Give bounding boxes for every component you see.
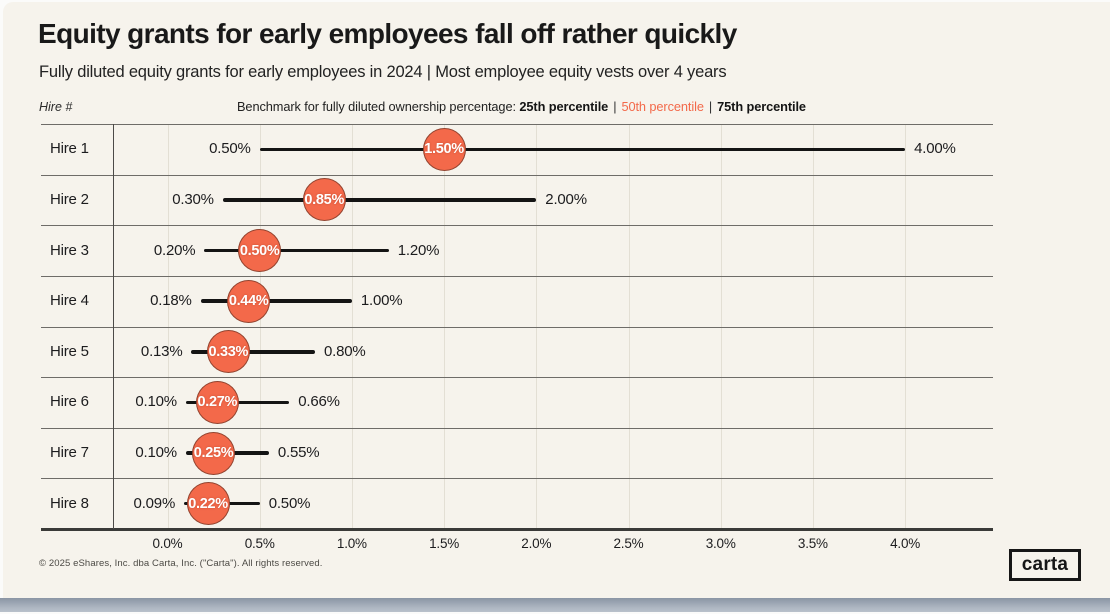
row-separator-line xyxy=(41,326,993,328)
hire-label: Hire 5 xyxy=(50,342,89,360)
row-separator-line xyxy=(41,478,993,480)
page-subtitle: Fully diluted equity grants for early em… xyxy=(39,63,727,81)
benchmark-legend: Benchmark for fully diluted ownership pe… xyxy=(237,99,806,114)
hire-label: Hire 8 xyxy=(50,494,89,512)
bottom-shadow-bar xyxy=(0,598,1110,612)
row-separator-line xyxy=(41,377,993,379)
median-bubble: 0.27% xyxy=(195,380,239,424)
p25-value-label: 0.10% xyxy=(135,393,177,411)
hire-label: Hire 4 xyxy=(50,292,89,310)
x-axis-line xyxy=(41,528,993,531)
p25-value-label: 0.50% xyxy=(209,140,251,158)
benchmark-separator-1: | xyxy=(613,99,617,114)
median-bubble: 1.50% xyxy=(422,127,466,171)
p25-value-label: 0.30% xyxy=(172,190,214,208)
benchmark-separator-2: | xyxy=(708,99,713,114)
x-tick-label: 2.5% xyxy=(613,536,644,551)
p75-value-label: 4.00% xyxy=(914,140,956,158)
hire-label: Hire 3 xyxy=(50,241,89,259)
label-column-separator xyxy=(113,124,114,529)
percentile-range-line xyxy=(222,198,537,202)
percentile-range-line xyxy=(200,299,352,303)
row-separator-line xyxy=(41,427,993,429)
p75-value-label: 0.50% xyxy=(268,494,311,512)
hire-label: Hire 7 xyxy=(50,444,89,462)
x-tick-label: 0.5% xyxy=(244,536,275,551)
hire-axis-label: Hire # xyxy=(39,100,73,114)
benchmark-p50: 50th percentile xyxy=(621,99,704,114)
p25-value-label: 0.10% xyxy=(135,444,177,462)
copyright-text: © 2025 eShares, Inc. dba Carta, Inc. ("C… xyxy=(39,558,323,569)
p25-value-label: 0.20% xyxy=(153,241,196,259)
hire-label: Hire 2 xyxy=(50,190,89,208)
median-bubble: 0.50% xyxy=(238,229,282,273)
percentile-range-line xyxy=(204,248,389,253)
row-separator-line xyxy=(41,275,993,277)
x-tick-label: 0.0% xyxy=(152,536,183,551)
x-tick-label: 1.5% xyxy=(429,536,460,551)
chart-card: Equity grants for early employees fall o… xyxy=(3,2,1110,598)
percentile-range-line xyxy=(259,147,906,152)
p25-value-label: 0.13% xyxy=(140,342,183,360)
median-bubble: 0.22% xyxy=(186,482,230,526)
page-title: Equity grants for early employees fall o… xyxy=(38,18,737,49)
p75-value-label: 1.20% xyxy=(397,241,440,259)
p25-value-label: 0.09% xyxy=(133,494,176,512)
benchmark-p75: 75th percentile xyxy=(717,99,806,114)
benchmark-p25: 25th percentile xyxy=(519,99,609,114)
dumbbell-chart: 0.0% 0.5% 1.0% 1.5% 2.0% 2.5% 3.0% 3.5% 4.0% Hire… xyxy=(3,2,1110,614)
median-bubble: 0.33% xyxy=(206,330,250,374)
p25-value-label: 0.18% xyxy=(150,292,192,310)
x-tick-label: 2.0% xyxy=(521,536,552,551)
percentile-range-line xyxy=(191,350,316,354)
median-bubble: 0.85% xyxy=(302,178,346,222)
x-tick-label: 1.0% xyxy=(336,536,367,551)
x-tick-label: 3.0% xyxy=(705,536,736,551)
hire-label: Hire 6 xyxy=(50,393,89,411)
carta-logo: carta xyxy=(1009,549,1081,581)
hire-label: Hire 1 xyxy=(50,140,89,158)
row-separator-line xyxy=(41,225,993,227)
benchmark-prefix: Benchmark for fully diluted ownership pe… xyxy=(237,99,520,114)
median-bubble: 0.25% xyxy=(192,431,236,475)
row-separator-line xyxy=(41,124,993,125)
p75-value-label: 2.00% xyxy=(545,190,587,208)
row-separator-line xyxy=(41,174,993,176)
p75-value-label: 0.66% xyxy=(298,393,340,411)
x-tick-label: 4.0% xyxy=(890,536,921,551)
p75-value-label: 1.00% xyxy=(360,292,403,310)
p75-value-label: 0.80% xyxy=(324,342,366,360)
p75-value-label: 0.55% xyxy=(277,444,320,462)
median-bubble: 0.44% xyxy=(227,279,271,323)
x-tick-label: 3.5% xyxy=(797,536,828,551)
